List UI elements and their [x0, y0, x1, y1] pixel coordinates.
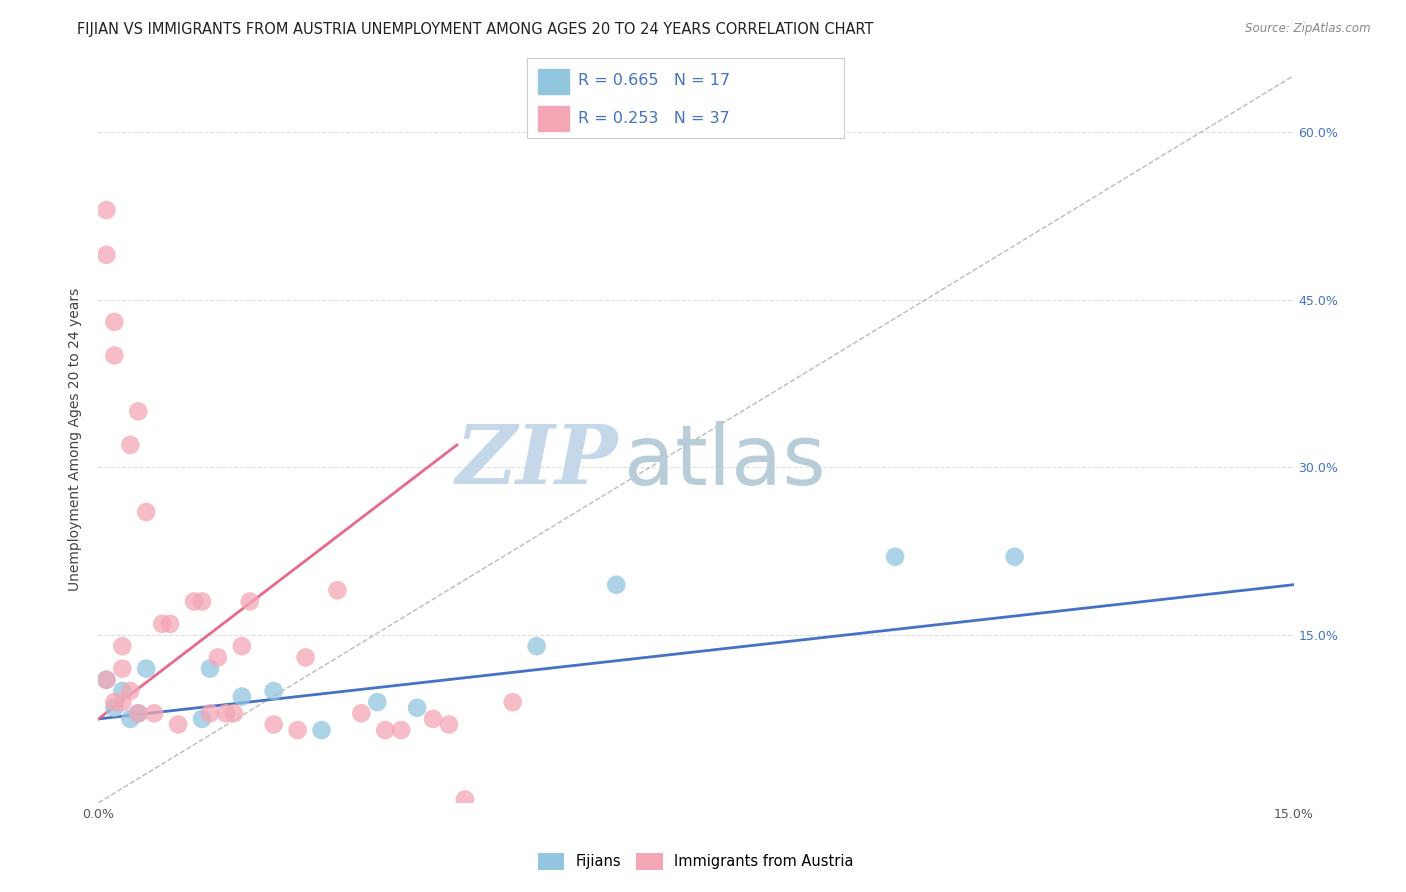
Text: Source: ZipAtlas.com: Source: ZipAtlas.com [1246, 22, 1371, 36]
Point [263, 717, 285, 731]
Point [198, 662, 221, 676]
Point [884, 549, 907, 564]
Point [120, 684, 142, 698]
Point [111, 662, 134, 676]
Point [96, 248, 118, 262]
Point [127, 404, 149, 418]
Point [96, 673, 118, 687]
Point [167, 717, 190, 731]
Point [374, 723, 396, 737]
Point [183, 594, 205, 608]
Point [96, 673, 118, 687]
Point [231, 690, 253, 704]
Point [389, 723, 412, 737]
Text: atlas: atlas [624, 421, 825, 501]
Point [159, 616, 181, 631]
Point [406, 700, 429, 714]
Point [127, 706, 149, 721]
Point [231, 639, 253, 653]
Point [111, 639, 134, 653]
Point [103, 348, 125, 362]
Point [120, 438, 142, 452]
Point [135, 662, 157, 676]
Point [222, 706, 245, 721]
Point [127, 706, 149, 721]
Point [198, 706, 221, 721]
Point [103, 315, 125, 329]
Point [263, 684, 285, 698]
Point [326, 583, 349, 598]
Text: R = 0.253   N = 37: R = 0.253 N = 37 [578, 111, 730, 126]
Point [366, 695, 388, 709]
Point [103, 695, 125, 709]
Point [191, 712, 214, 726]
Point [1004, 549, 1026, 564]
Point [422, 712, 444, 726]
Point [605, 578, 627, 592]
Point [150, 616, 173, 631]
Point [502, 695, 524, 709]
Point [287, 723, 309, 737]
Point [437, 717, 460, 731]
Point [96, 202, 118, 217]
Point [191, 594, 214, 608]
Point [143, 706, 166, 721]
Point [239, 594, 262, 608]
Point [103, 700, 125, 714]
Point [111, 695, 134, 709]
Point [526, 639, 548, 653]
Point [135, 505, 157, 519]
Point [350, 706, 373, 721]
Text: FIJIAN VS IMMIGRANTS FROM AUSTRIA UNEMPLOYMENT AMONG AGES 20 TO 24 YEARS CORRELA: FIJIAN VS IMMIGRANTS FROM AUSTRIA UNEMPL… [77, 22, 875, 37]
Point [215, 706, 238, 721]
Y-axis label: Unemployment Among Ages 20 to 24 years: Unemployment Among Ages 20 to 24 years [69, 288, 83, 591]
Point [120, 712, 142, 726]
Point [311, 723, 333, 737]
Point [111, 684, 134, 698]
Point [454, 792, 477, 806]
Point [294, 650, 316, 665]
Legend: Fijians, Immigrants from Austria: Fijians, Immigrants from Austria [533, 847, 859, 875]
Text: R = 0.665   N = 17: R = 0.665 N = 17 [578, 73, 730, 88]
Point [207, 650, 229, 665]
Text: ZIP: ZIP [456, 421, 619, 501]
